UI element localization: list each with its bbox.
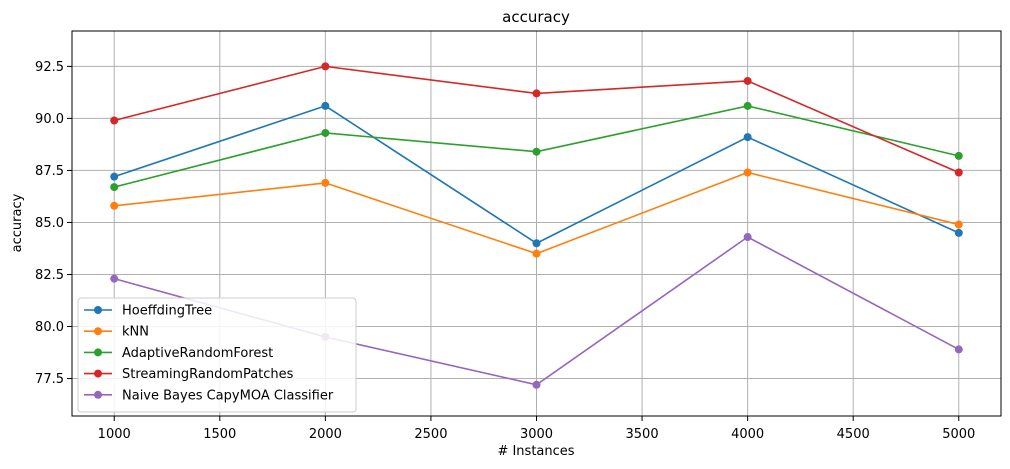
data-point (743, 101, 752, 110)
legend-marker (94, 306, 102, 314)
legend-label: HoeffdingTree (122, 304, 212, 319)
data-point (321, 128, 330, 137)
data-point (743, 168, 752, 177)
y-tick-label: 77.5 (35, 372, 64, 387)
legend-marker (94, 327, 102, 336)
axis-ticks: 1000 1500 2000 2500 3000 3500 4000 4500 5000 77.5… (35, 60, 975, 442)
x-tick-label: 2500 (414, 427, 447, 442)
legend-marker (94, 390, 102, 399)
legend-marker (94, 369, 102, 378)
data-point (743, 233, 752, 242)
data-point (954, 151, 963, 160)
x-tick-label: 3500 (626, 427, 659, 442)
legend-label: kNN (122, 325, 149, 340)
data-point (532, 249, 541, 258)
data-point (110, 274, 119, 283)
data-point (532, 380, 541, 389)
legend-label: Naive Bayes CapyMOA Classifier (122, 388, 334, 403)
data-point (321, 62, 330, 71)
y-tick-label: 82.5 (35, 268, 64, 283)
y-tick-label: 92.5 (35, 60, 64, 75)
x-tick-label: 5000 (942, 427, 975, 442)
legend-label: StreamingRandomPatches (122, 367, 294, 382)
x-tick-label: 1500 (203, 427, 236, 442)
y-tick-label: 87.5 (35, 164, 64, 179)
x-tick-label: 4500 (837, 427, 870, 442)
data-point (532, 89, 541, 98)
data-point (743, 76, 752, 85)
legend-label: AdaptiveRandomForest (122, 346, 273, 361)
legend-marker (94, 348, 102, 357)
data-point (532, 239, 541, 248)
x-tick-label: 1000 (98, 427, 131, 442)
data-point (321, 178, 330, 187)
x-tick-label: 2000 (309, 427, 342, 442)
x-axis-title: # Instances (497, 444, 574, 459)
data-point (110, 183, 119, 192)
data-point (110, 201, 119, 210)
y-tick-label: 80.0 (35, 320, 64, 335)
data-point (954, 220, 963, 229)
chart-title: accuracy (502, 8, 570, 26)
data-point (110, 116, 119, 125)
data-point (321, 101, 330, 110)
legend: HoeffdingTree kNN AdaptiveRandomForest Stre… (77, 297, 357, 413)
data-point (954, 168, 963, 177)
data-point (954, 345, 963, 354)
y-tick-label: 85.0 (35, 216, 64, 231)
data-point (110, 172, 119, 181)
y-tick-label: 90.0 (35, 112, 64, 127)
x-tick-label: 3000 (520, 427, 553, 442)
y-axis-title: accuracy (10, 193, 25, 252)
legend-box (77, 297, 357, 413)
data-point (954, 228, 963, 237)
data-point (743, 133, 752, 142)
x-tick-label: 4000 (731, 427, 764, 442)
data-point (532, 147, 541, 156)
